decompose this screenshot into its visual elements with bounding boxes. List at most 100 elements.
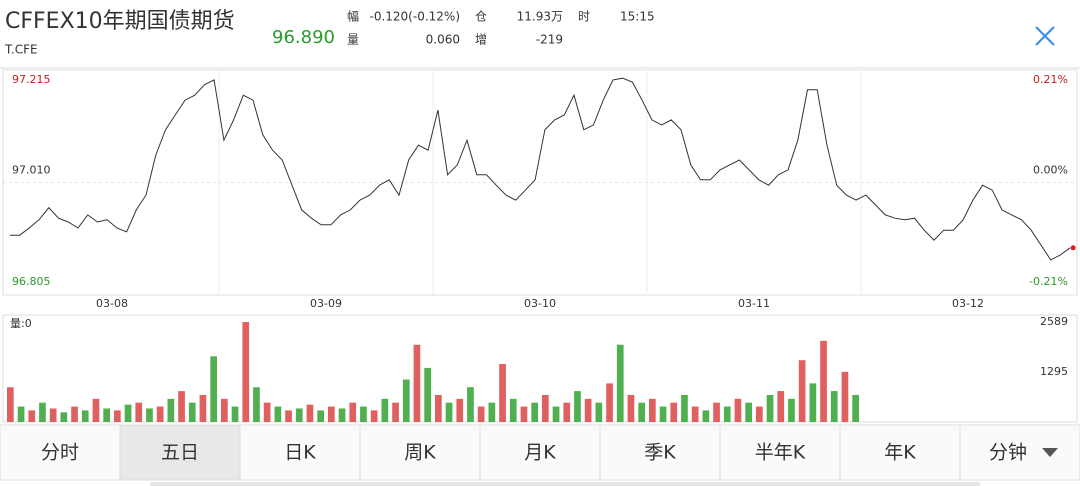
tab[interactable] <box>359 424 481 481</box>
stat-value: 0.060 <box>426 33 460 47</box>
tab[interactable] <box>839 424 961 481</box>
volume-bar <box>756 406 763 422</box>
volume-bar <box>531 402 538 422</box>
tab-label[interactable]: 月K <box>524 442 556 464</box>
volume-bar <box>71 406 78 422</box>
volume-bar <box>295 408 303 422</box>
volume-bar <box>766 394 774 422</box>
volume-bar <box>114 410 121 422</box>
volume-bar <box>638 402 645 422</box>
close-button[interactable] <box>1035 26 1055 46</box>
volume-bar <box>381 398 389 422</box>
tab-label[interactable]: 分钟 <box>989 442 1027 464</box>
tab-label[interactable]: 周K <box>404 442 436 464</box>
volume-bar <box>402 379 410 422</box>
x-tick-label: 03-09 <box>310 297 342 310</box>
volume-bar <box>435 394 442 422</box>
plot: 96.805 97.010 97.215 -0.21% 0.00% 0.21% 03-08 0… <box>3 69 1077 422</box>
volume-bar <box>777 391 785 422</box>
x-tick-label: 03-12 <box>952 297 984 310</box>
volume-bar <box>135 402 143 422</box>
code: T.CFE <box>4 43 38 57</box>
tab[interactable] <box>959 424 1080 481</box>
tab[interactable] <box>719 424 841 481</box>
volume-label: 量:0 <box>10 317 32 330</box>
dropdown-arrow[interactable] <box>1042 448 1058 457</box>
volume-bar <box>798 360 806 422</box>
tab[interactable] <box>599 424 721 481</box>
last-point <box>1070 245 1076 251</box>
volume-bar <box>328 406 335 422</box>
volume-bar <box>285 410 292 422</box>
volume-bar <box>221 398 228 422</box>
volume-bar <box>681 394 688 422</box>
volume-bar <box>509 398 517 422</box>
volume-bar <box>606 383 613 422</box>
volume-bar <box>317 410 324 422</box>
volume-bar <box>723 406 731 422</box>
volume-bar <box>477 406 485 422</box>
volume-bar <box>188 402 196 422</box>
volume-bar <box>499 364 506 422</box>
tab-label[interactable]: 日K <box>284 442 316 464</box>
price-line <box>9 77 1071 261</box>
volume-tick-label: 2589 <box>1040 315 1068 328</box>
volume-bar <box>81 410 89 422</box>
tab-label[interactable]: 半年K <box>755 442 806 464</box>
volume-bar <box>242 322 250 422</box>
tab-label[interactable]: 季K <box>644 442 676 464</box>
volume-bar <box>28 410 36 422</box>
volume-bar <box>167 398 175 422</box>
stat-label: 增 <box>475 33 487 47</box>
tab-label[interactable]: 年K <box>884 442 916 464</box>
volume-bar <box>745 402 752 422</box>
volume-bar <box>563 402 571 422</box>
volume-tick-label: 1295 <box>1040 365 1068 378</box>
y2-tick-label: 0.21% <box>1033 73 1068 86</box>
volume-bar <box>456 398 464 422</box>
volume-bar <box>231 406 239 422</box>
x-tick-label: 03-08 <box>96 297 128 310</box>
volume-bar <box>852 394 859 422</box>
price: 96.890 <box>272 27 335 48</box>
volume-bar <box>841 371 849 422</box>
volume-bar <box>7 387 14 422</box>
tab-label[interactable]: 五日 <box>161 442 199 464</box>
volume-bar <box>713 402 720 422</box>
tab[interactable] <box>239 424 361 481</box>
volume-bar <box>809 383 817 422</box>
y-tick-label: 97.010 <box>12 164 51 177</box>
y-tick-label: 96.805 <box>12 275 51 288</box>
stat-label: 时 <box>578 10 590 24</box>
volume-bar <box>820 340 827 422</box>
x-tick-label: 03-11 <box>738 297 770 310</box>
volume-bar <box>178 391 185 422</box>
stat-value: -0.120(-0.12%) <box>370 10 461 24</box>
stat-value: -219 <box>536 33 563 47</box>
tab-label[interactable]: 分时 <box>41 442 79 464</box>
volume-bar <box>595 402 603 422</box>
volume-bar <box>49 408 57 422</box>
volume-bar <box>199 394 207 422</box>
stat-value: 15:15 <box>620 10 655 24</box>
tab[interactable] <box>479 424 601 481</box>
volume-bar <box>263 402 271 422</box>
volume-bar <box>542 394 549 422</box>
tabs: 分时 五日 日K 周K 月K 季K 半年K 年K 分钟 <box>0 424 1080 486</box>
y2-tick-label: -0.21% <box>1029 275 1068 288</box>
tab[interactable] <box>0 424 121 481</box>
volume-bar <box>274 406 282 422</box>
tab[interactable] <box>119 424 241 481</box>
volume-bar <box>306 404 314 422</box>
volume-bar <box>488 402 496 422</box>
x-tick-label: 03-10 <box>524 297 556 310</box>
volume-bar <box>156 406 164 422</box>
volume-bar <box>670 402 678 422</box>
volume-bar <box>649 398 656 422</box>
volume-bar <box>92 398 100 422</box>
y2-tick-label: 0.00% <box>1033 164 1068 177</box>
volume-bar <box>17 406 25 422</box>
volume-frame <box>2 314 1078 423</box>
volume-bar <box>253 387 260 422</box>
